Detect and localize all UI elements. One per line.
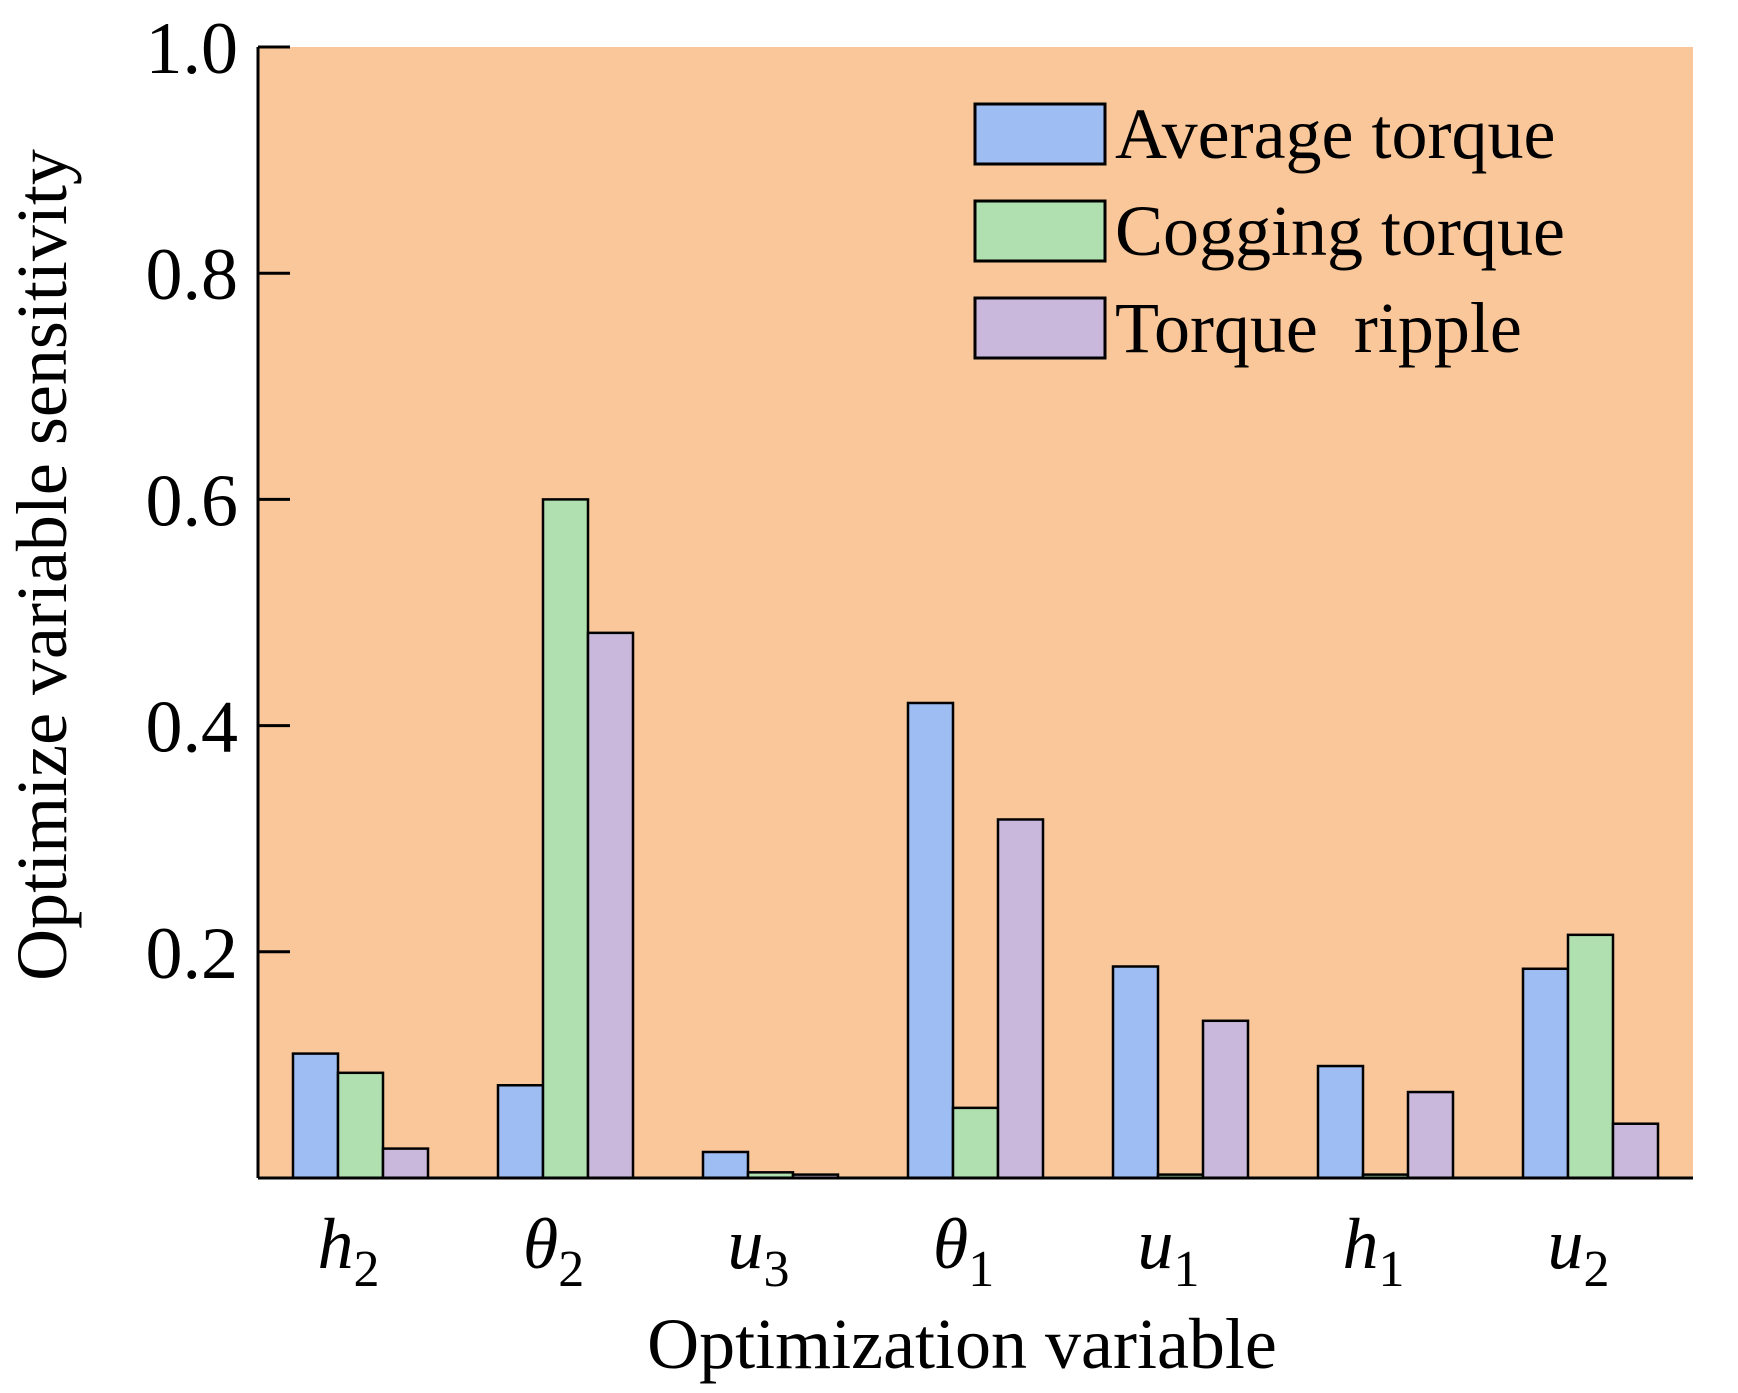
legend-label-0: Average torque: [1115, 94, 1555, 174]
y-tick-label: 0.4: [146, 687, 239, 769]
category-subscript: 2: [558, 1241, 584, 1298]
y-tick-label: 0.2: [146, 913, 239, 995]
x-category-label: θ1: [933, 1204, 994, 1298]
category-symbol: θ: [933, 1204, 968, 1284]
x-category-label: θ2: [523, 1204, 584, 1298]
bar-torque-ripple-5: [1406, 1090, 1455, 1180]
x-labels-group: h2 θ2 u3 θ1 u1 h1 u2: [318, 1204, 1610, 1298]
x-category-label: u3: [728, 1204, 790, 1298]
bar-torque-ripple-6: [1611, 1122, 1660, 1180]
category-symbol: u: [1548, 1204, 1584, 1284]
bar-torque-ripple-3: [996, 818, 1045, 1180]
x-category-label: h2: [318, 1204, 380, 1298]
y-tick-label: 1.0: [146, 8, 239, 90]
category-subscript: 1: [1379, 1241, 1405, 1298]
x-category-label: u1: [1138, 1204, 1200, 1298]
bar-average-torque-3: [906, 701, 955, 1180]
legend: Average torque Cogging torque Torque rippl…: [973, 94, 1565, 368]
legend-swatch-1: [973, 199, 1107, 263]
category-subscript: 1: [968, 1241, 994, 1298]
category-symbol: u: [1138, 1204, 1174, 1284]
bar-average-torque-5: [1316, 1064, 1365, 1180]
bar-average-torque-2: [701, 1150, 750, 1180]
bar-torque-ripple-1: [586, 631, 635, 1180]
y-tick-label: 0.8: [146, 234, 239, 316]
legend-label-1: Cogging torque: [1115, 191, 1565, 271]
legend-label-2: Torque ripple: [1115, 288, 1522, 368]
category-subscript: 2: [1584, 1241, 1610, 1298]
bar-average-torque-4: [1111, 965, 1160, 1180]
bar-cogging-torque-1: [541, 498, 590, 1180]
x-category-label: h1: [1343, 1204, 1405, 1298]
category-symbol: u: [728, 1204, 764, 1284]
category-subscript: 1: [1174, 1241, 1200, 1298]
bar-average-torque-0: [291, 1052, 340, 1180]
category-subscript: 2: [354, 1241, 380, 1298]
x-axis-title: Optimization variable: [647, 1304, 1277, 1384]
category-symbol: h: [1343, 1204, 1379, 1284]
bar-average-torque-1: [496, 1084, 545, 1180]
bar-average-torque-6: [1521, 967, 1570, 1180]
legend-swatch-2: [973, 296, 1107, 360]
category-symbol: θ: [523, 1204, 558, 1284]
bar-cogging-torque-3: [951, 1106, 1000, 1180]
bar-cogging-torque-6: [1566, 933, 1615, 1180]
bar-torque-ripple-4: [1201, 1019, 1250, 1180]
y-tick-label: 0.6: [146, 460, 239, 542]
y-axis-title: Optimize variable sensitivity: [2, 149, 82, 981]
legend-swatch-0: [973, 102, 1107, 166]
category-symbol: h: [318, 1204, 354, 1284]
bar-cogging-torque-0: [336, 1071, 385, 1180]
bar-torque-ripple-0: [381, 1147, 430, 1180]
x-category-label: u2: [1548, 1204, 1610, 1298]
category-subscript: 3: [764, 1241, 790, 1298]
y-ticks-group: 0.2 0.4 0.6 0.8 1.0: [146, 8, 290, 995]
